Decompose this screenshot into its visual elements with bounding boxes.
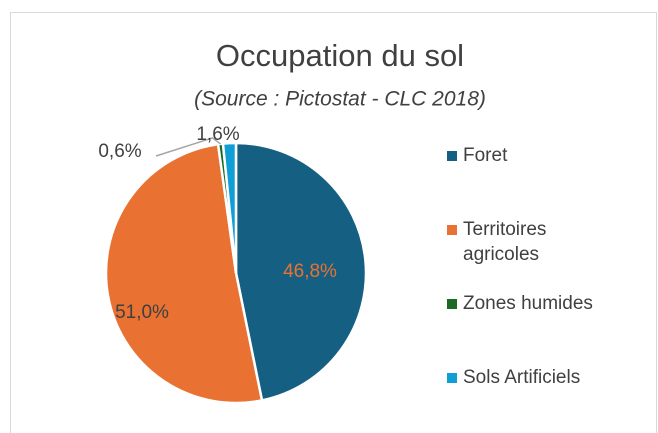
pie-slice — [234, 141, 368, 402]
data-label: 46,8% — [283, 261, 337, 282]
leader-line — [155, 137, 221, 157]
pie-slice — [221, 141, 238, 274]
chart-subtitle: (Source : Pictostat - CLC 2018) — [194, 88, 486, 111]
legend-label: Territoires agricoles — [463, 219, 547, 265]
legend-swatch — [447, 151, 457, 161]
pie-slice — [104, 142, 264, 405]
data-label: 0,6% — [98, 141, 141, 162]
legend-item: Sols Artificiels — [447, 365, 647, 390]
legend-item: Foret — [447, 143, 647, 168]
legend-swatch — [447, 373, 457, 383]
legend-label: Foret — [463, 145, 508, 166]
legend-label: Zones humides — [463, 293, 593, 314]
legend-item: Territoires agricoles — [447, 217, 647, 267]
chart-title: Occupation du sol — [216, 38, 464, 73]
data-label: 51,0% — [115, 302, 169, 323]
data-label: 1,6% — [196, 124, 239, 145]
legend-swatch — [447, 299, 457, 309]
legend-item: Zones humides — [447, 291, 647, 316]
legend-label: Sols Artificiels — [463, 367, 581, 388]
legend-swatch — [447, 225, 457, 235]
